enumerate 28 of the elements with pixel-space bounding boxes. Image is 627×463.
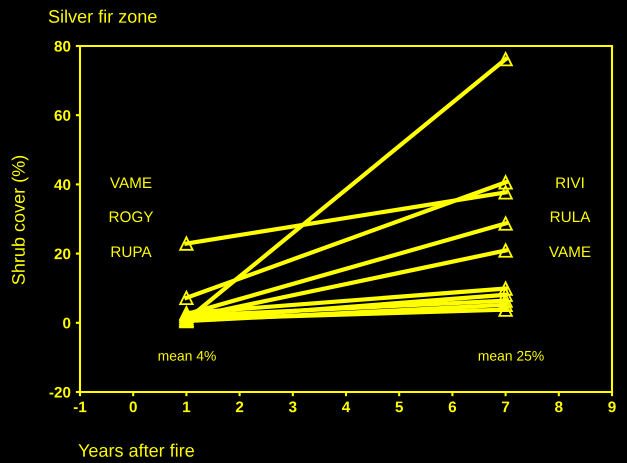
x-tick-label: 3 [288,401,296,412]
y-tick-label: 0 [63,318,70,328]
y-tick-label: -20 [49,386,70,398]
y-axis-title: Shrub cover (%) [12,156,28,284]
annotation: mean 25% [478,350,544,361]
annotation: RIVI [556,177,584,188]
annotation: VAME [548,246,590,257]
x-tick-label: 7 [502,402,510,412]
x-axis-title: Years after fire [78,444,194,457]
annotation: RULA [550,211,590,222]
y-tick-label: 60 [54,110,70,121]
x-tick-label: 0 [130,401,137,412]
x-tick-label: 1 [183,402,190,412]
x-tick-label: 5 [395,402,404,412]
x-tick-label: 2 [236,401,244,412]
x-tick-label: -1 [74,402,86,412]
annotation: VAME [110,177,152,188]
x-tick-label: 4 [342,402,350,412]
annotation: mean 4% [158,350,216,361]
y-tick-label: 80 [54,40,70,52]
x-tick-label: 9 [608,401,616,412]
y-tick-label: 20 [54,248,70,260]
annotation: RUPA [112,246,152,258]
y-tick-label: 40 [54,179,70,190]
x-tick-label: 6 [448,401,456,412]
chart-title: Silver fir zone [48,10,157,23]
x-tick-label: 8 [555,401,563,412]
annotation: ROGY [110,211,154,222]
